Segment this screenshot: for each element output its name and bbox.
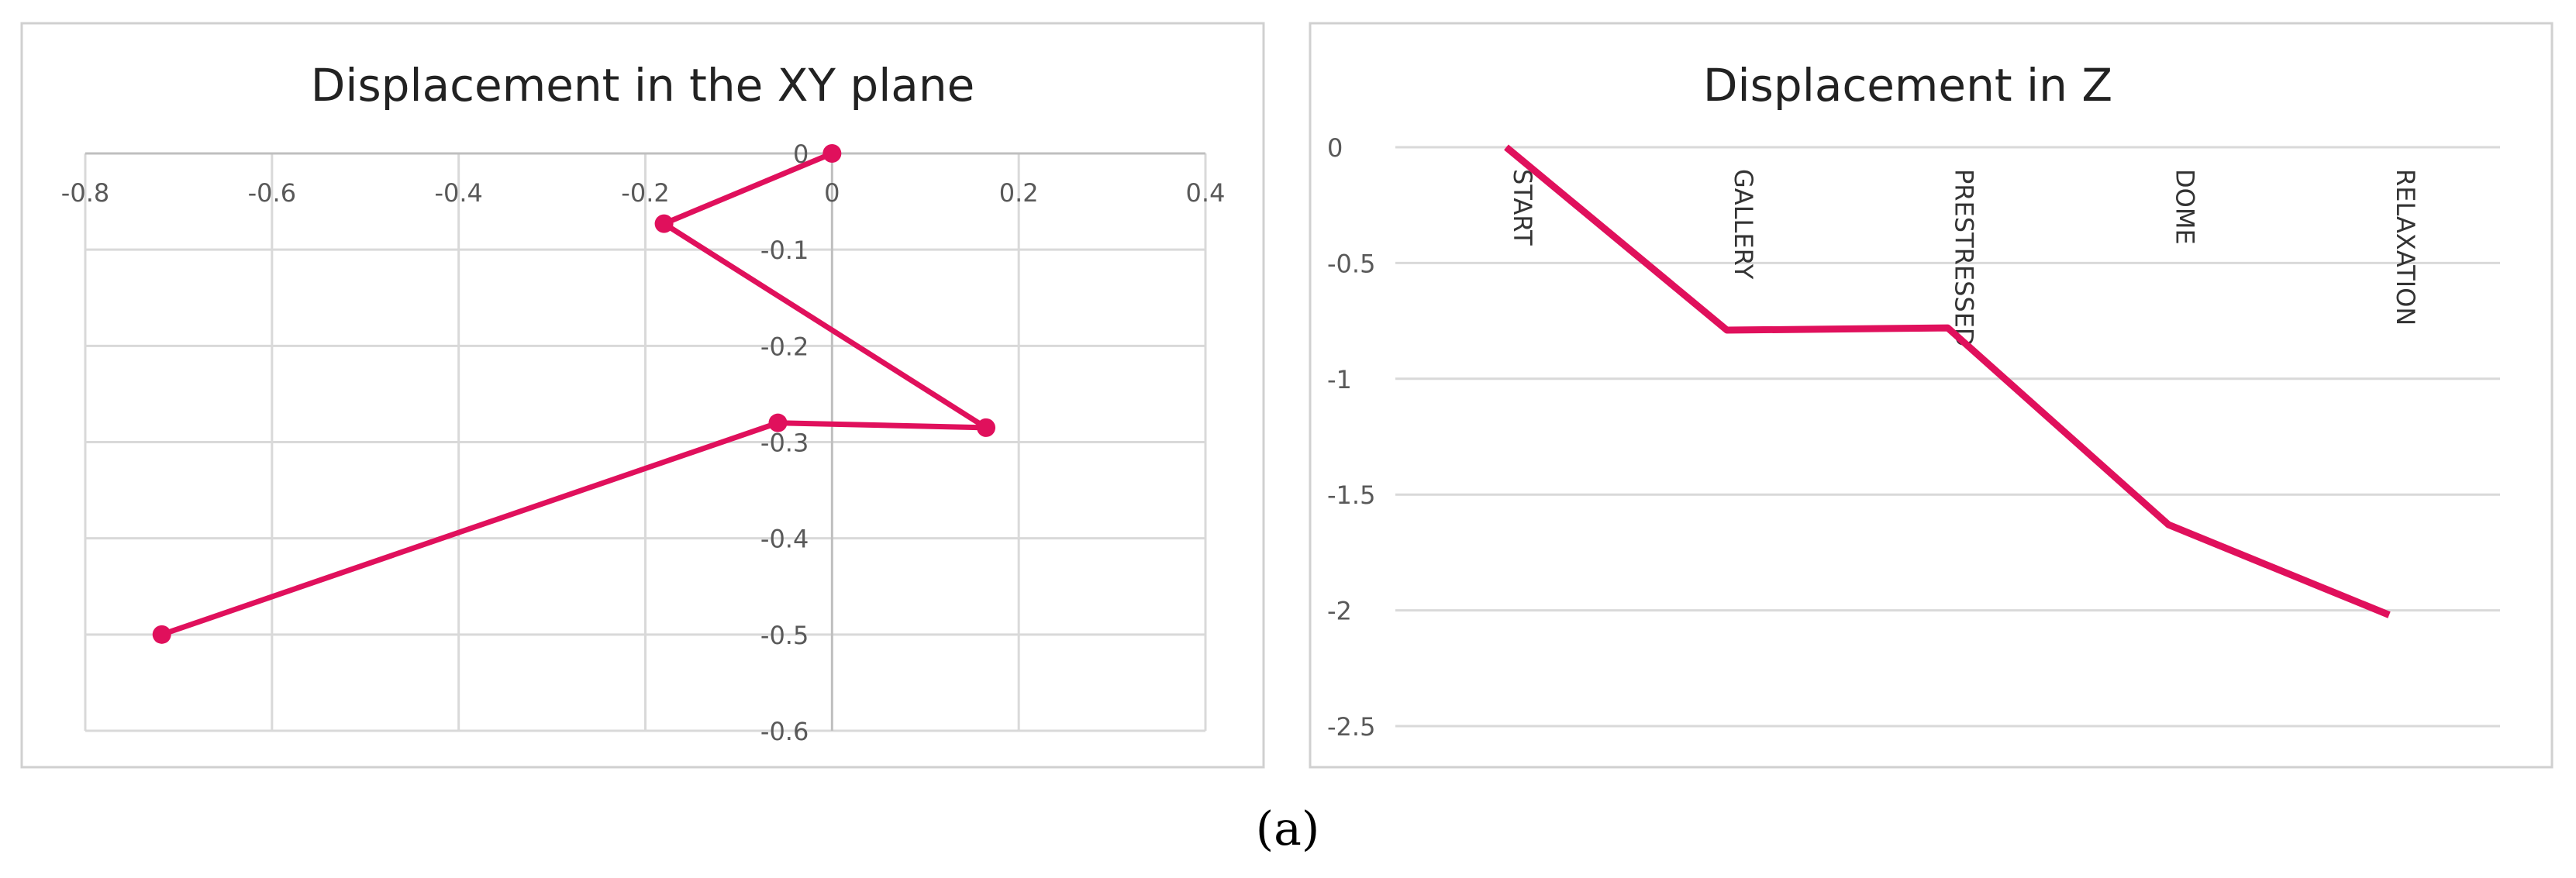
z-y-tick-label: -2.5 [1327,712,1375,742]
xy-data-point [977,418,996,437]
xy-chart-title: Displacement in the XY plane [311,59,975,112]
xy-y-tick-label: -0.5 [760,621,809,650]
z-y-tick-label: -2 [1327,597,1352,626]
xy-data-point [654,214,674,233]
xy-x-tick-label: -0.2 [621,178,669,208]
z-y-tick-label: 0 [1327,133,1343,163]
z-category-label: RELAXATION [2391,169,2420,325]
z-gridlines [1395,146,2500,728]
xy-y-tick-label: 0 [793,139,809,169]
xy-y-tick-label: -0.6 [760,717,809,746]
xy-x-tick-label: 0.2 [999,178,1039,208]
xy-x-tick-label: -0.4 [434,178,482,208]
xy-series [152,144,996,644]
xy-data-point [822,144,842,163]
z-category-labels: START GALLERY PRESTRESSED DOME RELAXATION [1508,169,2420,347]
xy-y-tick-label: -0.1 [760,236,809,265]
xy-x-tick-label: -0.6 [248,178,296,208]
z-chart-frame [1309,22,2554,769]
xy-data-point [152,625,171,644]
z-category-label: PRESTRESSED [1950,169,1979,347]
z-category-label: DOME [2170,169,2199,245]
z-chart-title: Displacement in Z [1703,59,2112,112]
xy-y-tick-label: -0.4 [760,525,809,554]
figure-caption: (a) [1256,802,1320,856]
xy-gridlines [84,152,1207,732]
xy-x-tick-label: 0.4 [1186,178,1226,208]
z-y-tick-label: -1.5 [1327,480,1375,510]
xy-y-tick-labels: 0 -0.1 -0.2 -0.3 -0.4 -0.5 -0.6 [760,139,809,746]
xy-chart: Displacement in the XY plane -0.8 -0.6 -0.… [20,22,1265,769]
z-series [1504,144,2391,618]
z-y-tick-labels: 0 -0.5 -1 -1.5 -2 -2.5 [1327,133,1375,742]
z-category-label: START [1508,169,1537,246]
xy-chart-frame [20,22,1265,769]
xy-y-tick-label: -0.3 [760,429,809,458]
z-y-tick-label: -0.5 [1327,249,1375,278]
xy-x-tick-label: -0.8 [61,178,109,208]
xy-y-tick-label: -0.2 [760,332,809,361]
xy-x-tick-label: 0 [824,178,840,208]
xy-data-point [768,413,788,432]
z-y-tick-label: -1 [1327,365,1352,394]
z-chart: Displacement in Z 0 -0.5 -1 -1.5 -2 -2.5 STAR… [1309,22,2554,769]
z-category-label: GALLERY [1729,169,1758,280]
z-series-line [1504,144,2391,618]
xy-x-tick-labels: -0.8 -0.6 -0.4 -0.2 0 0.2 0.4 [61,178,1226,208]
